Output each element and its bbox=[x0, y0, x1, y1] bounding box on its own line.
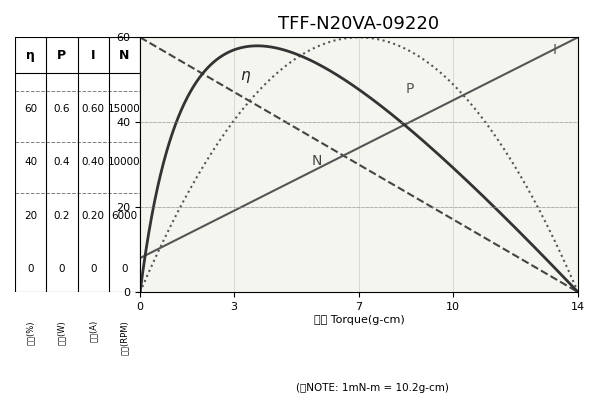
$\eta$ bbox=[398, 120, 406, 125]
Text: 0.20: 0.20 bbox=[82, 211, 104, 221]
N bbox=[533, 266, 541, 271]
Text: 电流(A): 电流(A) bbox=[89, 320, 98, 342]
Text: I: I bbox=[553, 43, 557, 57]
P bbox=[355, 35, 362, 40]
Text: η: η bbox=[26, 49, 35, 62]
Text: 效率(%): 效率(%) bbox=[26, 320, 35, 344]
Text: 功率(W): 功率(W) bbox=[58, 320, 67, 345]
Text: 0: 0 bbox=[59, 264, 65, 274]
Text: N: N bbox=[119, 49, 130, 62]
N bbox=[404, 191, 412, 196]
N bbox=[395, 186, 403, 190]
$\eta$ bbox=[138, 278, 145, 283]
P bbox=[574, 290, 581, 294]
Line: N: N bbox=[140, 38, 578, 292]
Text: 0.6: 0.6 bbox=[53, 103, 70, 114]
I bbox=[506, 70, 513, 74]
I bbox=[395, 125, 403, 130]
Text: 10000: 10000 bbox=[108, 157, 141, 167]
$\eta$ bbox=[535, 249, 542, 254]
Text: P: P bbox=[58, 49, 67, 62]
N bbox=[138, 36, 145, 41]
Text: 60: 60 bbox=[24, 103, 37, 114]
X-axis label: 力矩 Torque(g-cm): 力矩 Torque(g-cm) bbox=[314, 314, 404, 325]
Text: 0: 0 bbox=[90, 264, 97, 274]
Text: $\eta$: $\eta$ bbox=[240, 69, 251, 85]
P bbox=[398, 45, 406, 50]
I bbox=[533, 56, 541, 60]
P bbox=[507, 157, 514, 162]
Text: 0: 0 bbox=[121, 264, 128, 274]
Text: P: P bbox=[406, 81, 415, 96]
Text: 0.60: 0.60 bbox=[82, 103, 104, 114]
Text: 0.2: 0.2 bbox=[53, 211, 70, 221]
Text: I: I bbox=[91, 49, 95, 62]
N bbox=[136, 35, 143, 40]
P bbox=[535, 206, 542, 211]
Text: 15000: 15000 bbox=[108, 103, 141, 114]
N bbox=[506, 250, 513, 254]
Text: 40: 40 bbox=[24, 157, 37, 167]
$\eta$ bbox=[254, 43, 261, 48]
I bbox=[136, 256, 143, 260]
$\eta$ bbox=[136, 290, 143, 294]
Line: P: P bbox=[140, 38, 578, 292]
I bbox=[404, 120, 412, 125]
Line: I: I bbox=[140, 38, 578, 258]
Text: 6000: 6000 bbox=[112, 211, 137, 221]
Text: 转速(RPM): 转速(RPM) bbox=[120, 320, 129, 355]
Text: N: N bbox=[312, 154, 322, 168]
N bbox=[397, 186, 404, 191]
I bbox=[397, 124, 404, 129]
Text: (注NOTE: 1mN-m = 10.2g-cm): (注NOTE: 1mN-m = 10.2g-cm) bbox=[296, 383, 448, 393]
Line: $\eta$: $\eta$ bbox=[140, 46, 578, 292]
Title: TFF-N20VA-09220: TFF-N20VA-09220 bbox=[278, 15, 440, 33]
Text: 0: 0 bbox=[28, 264, 34, 274]
N bbox=[574, 290, 581, 294]
Text: 0.40: 0.40 bbox=[82, 157, 104, 167]
Text: 0.4: 0.4 bbox=[53, 157, 70, 167]
$\eta$ bbox=[574, 290, 581, 294]
P bbox=[406, 49, 413, 53]
Text: 20: 20 bbox=[24, 211, 37, 221]
P bbox=[136, 290, 143, 294]
$\eta$ bbox=[397, 119, 404, 124]
$\eta$ bbox=[406, 127, 413, 132]
I bbox=[574, 35, 581, 40]
P bbox=[138, 286, 145, 291]
$\eta$ bbox=[507, 221, 514, 226]
P bbox=[397, 44, 404, 49]
I bbox=[138, 255, 145, 260]
